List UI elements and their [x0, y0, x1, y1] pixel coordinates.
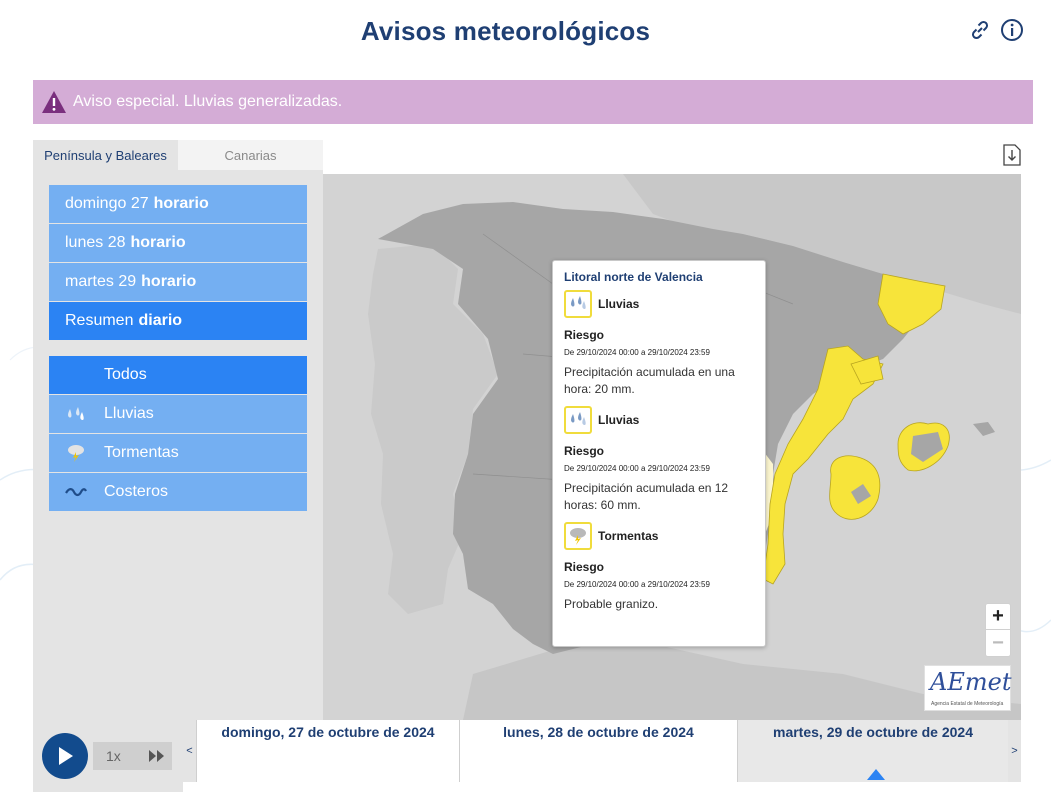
left-panel: domingo 27 horario lunes 28 horario martes… — [33, 170, 323, 720]
category-label: Lluvias — [104, 405, 154, 422]
popup-phenomenon: Lluvias — [564, 290, 754, 318]
title-actions — [968, 18, 1024, 42]
special-warning-banner: Aviso especial. Lluvias generalizadas. — [33, 80, 1033, 124]
page-title: Avisos meteorológicos — [360, 16, 651, 46]
download-icon[interactable] — [1003, 144, 1021, 166]
day-mode: horario — [141, 273, 197, 290]
category-todos[interactable]: Todos — [49, 356, 307, 394]
phenomenon-name: Lluvias — [598, 413, 640, 427]
warning-popup: Litoral norte de Valencia Lluvias Riesgo… — [552, 260, 766, 647]
timeline-day-label: lunes, 28 de octubre de 2024 — [503, 724, 694, 740]
day-mode: horario — [130, 234, 186, 251]
category-label: Todos — [104, 366, 147, 383]
warning-level: Riesgo — [564, 560, 605, 574]
warning-zone-catalonia[interactable] — [877, 273, 946, 335]
warning-period: De 29/10/2024 00:00 a 29/10/2024 23:59 — [564, 580, 710, 589]
warning-level: Riesgo — [564, 328, 605, 342]
warning-period: De 29/10/2024 00:00 a 29/10/2024 23:59 — [564, 348, 710, 357]
timeline-prev-button[interactable]: < — [183, 720, 196, 782]
current-day-marker-icon — [867, 769, 885, 780]
day-label: domingo 27 — [65, 195, 149, 212]
category-list: Todos Lluvias Tormentas Costeros — [49, 356, 307, 512]
play-icon — [59, 747, 73, 765]
animation-player: 1x — [33, 720, 183, 792]
menorca-island — [973, 422, 995, 436]
warning-zone-castellon-sea[interactable] — [850, 355, 884, 385]
fast-forward-icon[interactable] — [148, 749, 166, 763]
phenomenon-name: Tormentas — [598, 529, 659, 543]
day-item-lunes-28[interactable]: lunes 28 horario — [49, 224, 307, 262]
timeline-day-label: domingo, 27 de octubre de 2024 — [221, 724, 435, 740]
warning-icon — [42, 91, 66, 113]
africa-land — [463, 644, 1021, 720]
day-mode: horario — [153, 195, 209, 212]
day-item-domingo-27[interactable]: domingo 27 horario — [49, 185, 307, 223]
category-tormentas[interactable]: Tormentas — [49, 434, 307, 472]
coastal-icon — [65, 488, 87, 497]
warning-level: Riesgo — [564, 444, 605, 458]
category-label: Costeros — [104, 483, 169, 500]
date-timeline: < domingo, 27 de octubre de 2024 lunes, … — [183, 720, 1021, 782]
category-costeros[interactable]: Costeros — [49, 473, 307, 511]
timeline-day-label: martes, 29 de octubre de 2024 — [773, 724, 973, 740]
ibiza-island — [851, 484, 871, 504]
day-mode: diario — [138, 312, 183, 329]
timeline-next-button[interactable]: > — [1008, 720, 1021, 782]
mallorca-island — [911, 432, 943, 462]
warning-period: De 29/10/2024 00:00 a 29/10/2024 23:59 — [564, 464, 710, 473]
timeline-day-27[interactable]: domingo, 27 de octubre de 2024 — [196, 720, 459, 782]
speed-label: 1x — [106, 748, 121, 764]
popup-phenomenon: Tormentas — [564, 522, 754, 550]
category-label: Tormentas — [104, 444, 179, 461]
portugal-land — [368, 244, 498, 614]
day-label: martes 29 — [65, 273, 137, 290]
zoom-control: + − — [985, 603, 1011, 657]
day-item-resumen[interactable]: Resumen diario — [49, 302, 307, 340]
day-list: domingo 27 horario lunes 28 horario martes… — [49, 185, 307, 341]
region-tabs: Península y Baleares Canarias — [33, 140, 323, 170]
france-land — [623, 174, 1021, 314]
timeline-day-29[interactable]: martes, 29 de octubre de 2024 — [737, 720, 1008, 782]
rain-icon — [564, 406, 592, 434]
storm-icon — [68, 445, 84, 462]
day-label: lunes 28 — [65, 234, 126, 251]
rain-icon — [564, 290, 592, 318]
warning-zone-ibiza[interactable] — [829, 455, 881, 520]
zoom-out-button[interactable]: − — [992, 631, 1004, 654]
category-lluvias[interactable]: Lluvias — [49, 395, 307, 433]
phenomenon-name: Lluvias — [598, 297, 640, 311]
link-icon[interactable] — [968, 18, 992, 42]
warning-description: Precipitación acumulada en 12 horas: 60 … — [564, 481, 729, 512]
banner-text: Aviso especial. Lluvias generalizadas. — [73, 93, 343, 110]
warning-description: Probable granizo. — [564, 597, 659, 611]
info-icon[interactable] — [1000, 18, 1024, 42]
popup-phenomenon: Lluvias — [564, 406, 754, 434]
logo-text: AEmet — [930, 668, 1012, 696]
rain-icon — [68, 407, 84, 421]
aemet-logo: AEmet Agencia Estatal de Meteorología — [924, 665, 1011, 711]
tab-canarias[interactable]: Canarias — [178, 140, 323, 170]
storm-icon — [564, 522, 592, 550]
day-label: Resumen — [65, 312, 134, 329]
zoom-in-button[interactable]: + — [986, 604, 1010, 630]
speed-selector[interactable]: 1x — [93, 742, 172, 770]
popup-zone-title: Litoral norte de Valencia — [564, 270, 703, 284]
play-button[interactable] — [42, 733, 88, 779]
day-item-martes-29[interactable]: martes 29 horario — [49, 263, 307, 301]
tab-peninsula-baleares[interactable]: Península y Baleares — [33, 140, 178, 170]
warning-description: Precipitación acumulada en una hora: 20 … — [564, 365, 735, 396]
timeline-day-28[interactable]: lunes, 28 de octubre de 2024 — [459, 720, 737, 782]
logo-subtitle: Agencia Estatal de Meteorología — [931, 701, 1004, 707]
